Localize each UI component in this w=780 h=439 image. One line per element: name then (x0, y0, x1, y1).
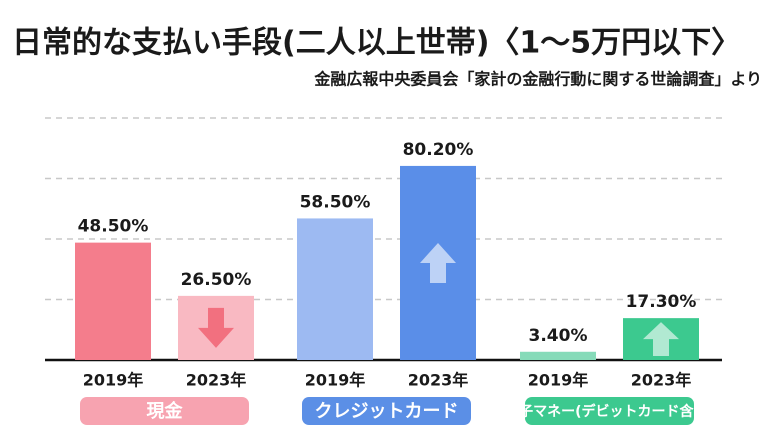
value-label: 80.20% (403, 140, 474, 160)
x-tick-label: 2023年 (408, 371, 469, 390)
x-tick-label: 2019年 (528, 371, 589, 390)
value-label: 26.50% (181, 270, 252, 290)
change-arrow (420, 242, 456, 283)
value-label: 17.30% (626, 292, 697, 312)
x-tick-label: 2019年 (305, 371, 366, 390)
group-pill (80, 397, 249, 425)
value-label: 48.50% (78, 217, 149, 237)
group-pill (302, 397, 471, 425)
bar (520, 351, 596, 360)
chart-title: 日常的な支払い手段(二人以上世帯)〈1～5万円以下〉 (12, 26, 741, 61)
x-tick-label: 2023年 (186, 371, 247, 390)
x-tick-label: 2023年 (631, 371, 692, 390)
change-arrow (643, 322, 679, 356)
bar (75, 242, 151, 360)
group-label: 現金 (147, 400, 184, 422)
group-pill (525, 397, 694, 425)
group-label: 電子マネー(デビットカード含む) (505, 403, 714, 420)
x-tick-label: 2019年 (83, 371, 144, 390)
value-label: 58.50% (300, 192, 371, 212)
bar (297, 218, 373, 360)
value-label: 3.40% (529, 326, 588, 346)
change-arrow (198, 307, 234, 348)
chart-subtitle: 金融広報中央委員会「家計の金融行動に関する世論調査」より (313, 70, 762, 89)
group-label: クレジットカード (315, 401, 459, 422)
